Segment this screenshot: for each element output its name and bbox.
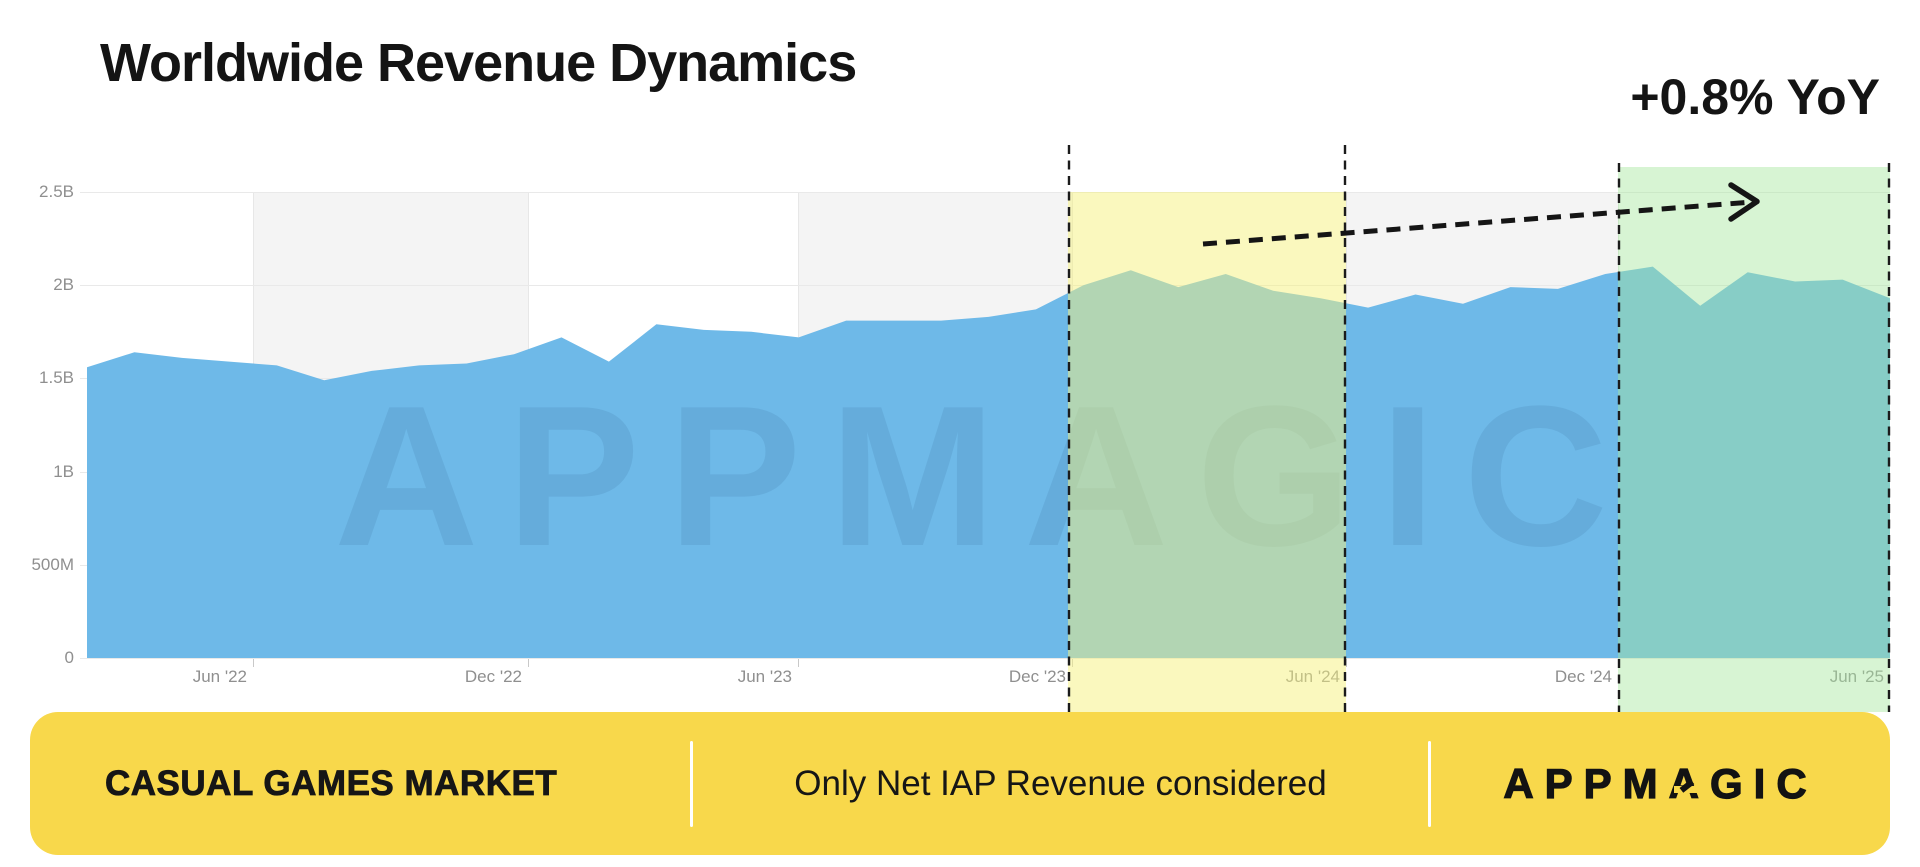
footer-divider-1 [690, 741, 693, 827]
yoy-change-label: +0.8% YoY [1630, 69, 1880, 125]
horizontal-gridline [80, 378, 1890, 380]
x-axis-tick [528, 658, 529, 667]
x-axis-label: Dec '22 [464, 667, 522, 686]
x-axis-tick [1072, 658, 1073, 667]
y-axis-label: 0 [64, 648, 74, 667]
highlight-zone-2 [1618, 167, 1890, 712]
horizontal-gridline [80, 471, 1890, 473]
x-axis-tick [1346, 658, 1347, 667]
vertical-gridline [1618, 192, 1619, 658]
x-axis-label: Jun '25 [1829, 667, 1884, 686]
vertical-gridline [528, 192, 529, 658]
vertical-gridline [253, 192, 254, 658]
y-axis-label: 2.5B [39, 182, 74, 201]
y-axis-label: 2B [53, 275, 74, 295]
footer-divider-2 [1428, 741, 1431, 827]
x-axis-label: Jun '23 [737, 667, 792, 686]
footer-market-label: CASUAL GAMES MARKET [105, 763, 558, 803]
appmagic-logo: APPM A GIC [1431, 712, 1890, 855]
x-axis-label: Dec '24 [1554, 667, 1612, 686]
horizontal-gridline [80, 285, 1890, 287]
background-band [798, 192, 1072, 658]
y-axis-label: 1.5B [39, 368, 74, 388]
background-band [1346, 192, 1618, 658]
background-band [253, 192, 528, 658]
logo-text-right: GIC [1709, 759, 1818, 807]
vertical-gridline [798, 192, 799, 658]
trend-arrow-head [1728, 182, 1760, 222]
x-axis-tick [253, 658, 254, 667]
logo-stylized-a: A [1668, 759, 1711, 807]
page-title: Worldwide Revenue Dynamics [100, 33, 857, 93]
y-axis-label: 500M [31, 554, 74, 574]
x-axis-label: Jun '24 [1285, 667, 1340, 686]
vertical-gridline [1346, 192, 1347, 658]
vertical-gridline [1072, 192, 1073, 658]
horizontal-gridline [80, 192, 1890, 193]
horizontal-gridline [80, 564, 1890, 566]
footer-note-label: Only Net IAP Revenue considered [794, 763, 1327, 803]
y-axis-label: 1B [53, 461, 74, 481]
x-axis-label: Jun '22 [192, 667, 247, 686]
x-axis-label: Dec '23 [1008, 667, 1066, 686]
highlight-zone-1 [1068, 192, 1346, 712]
footer-bar: CASUAL GAMES MARKET Only Net IAP Revenue… [30, 712, 1890, 855]
horizontal-gridline [80, 658, 1890, 659]
x-axis-tick [798, 658, 799, 667]
logo-text-left: APPM [1503, 759, 1669, 807]
x-axis-tick [1618, 658, 1619, 667]
